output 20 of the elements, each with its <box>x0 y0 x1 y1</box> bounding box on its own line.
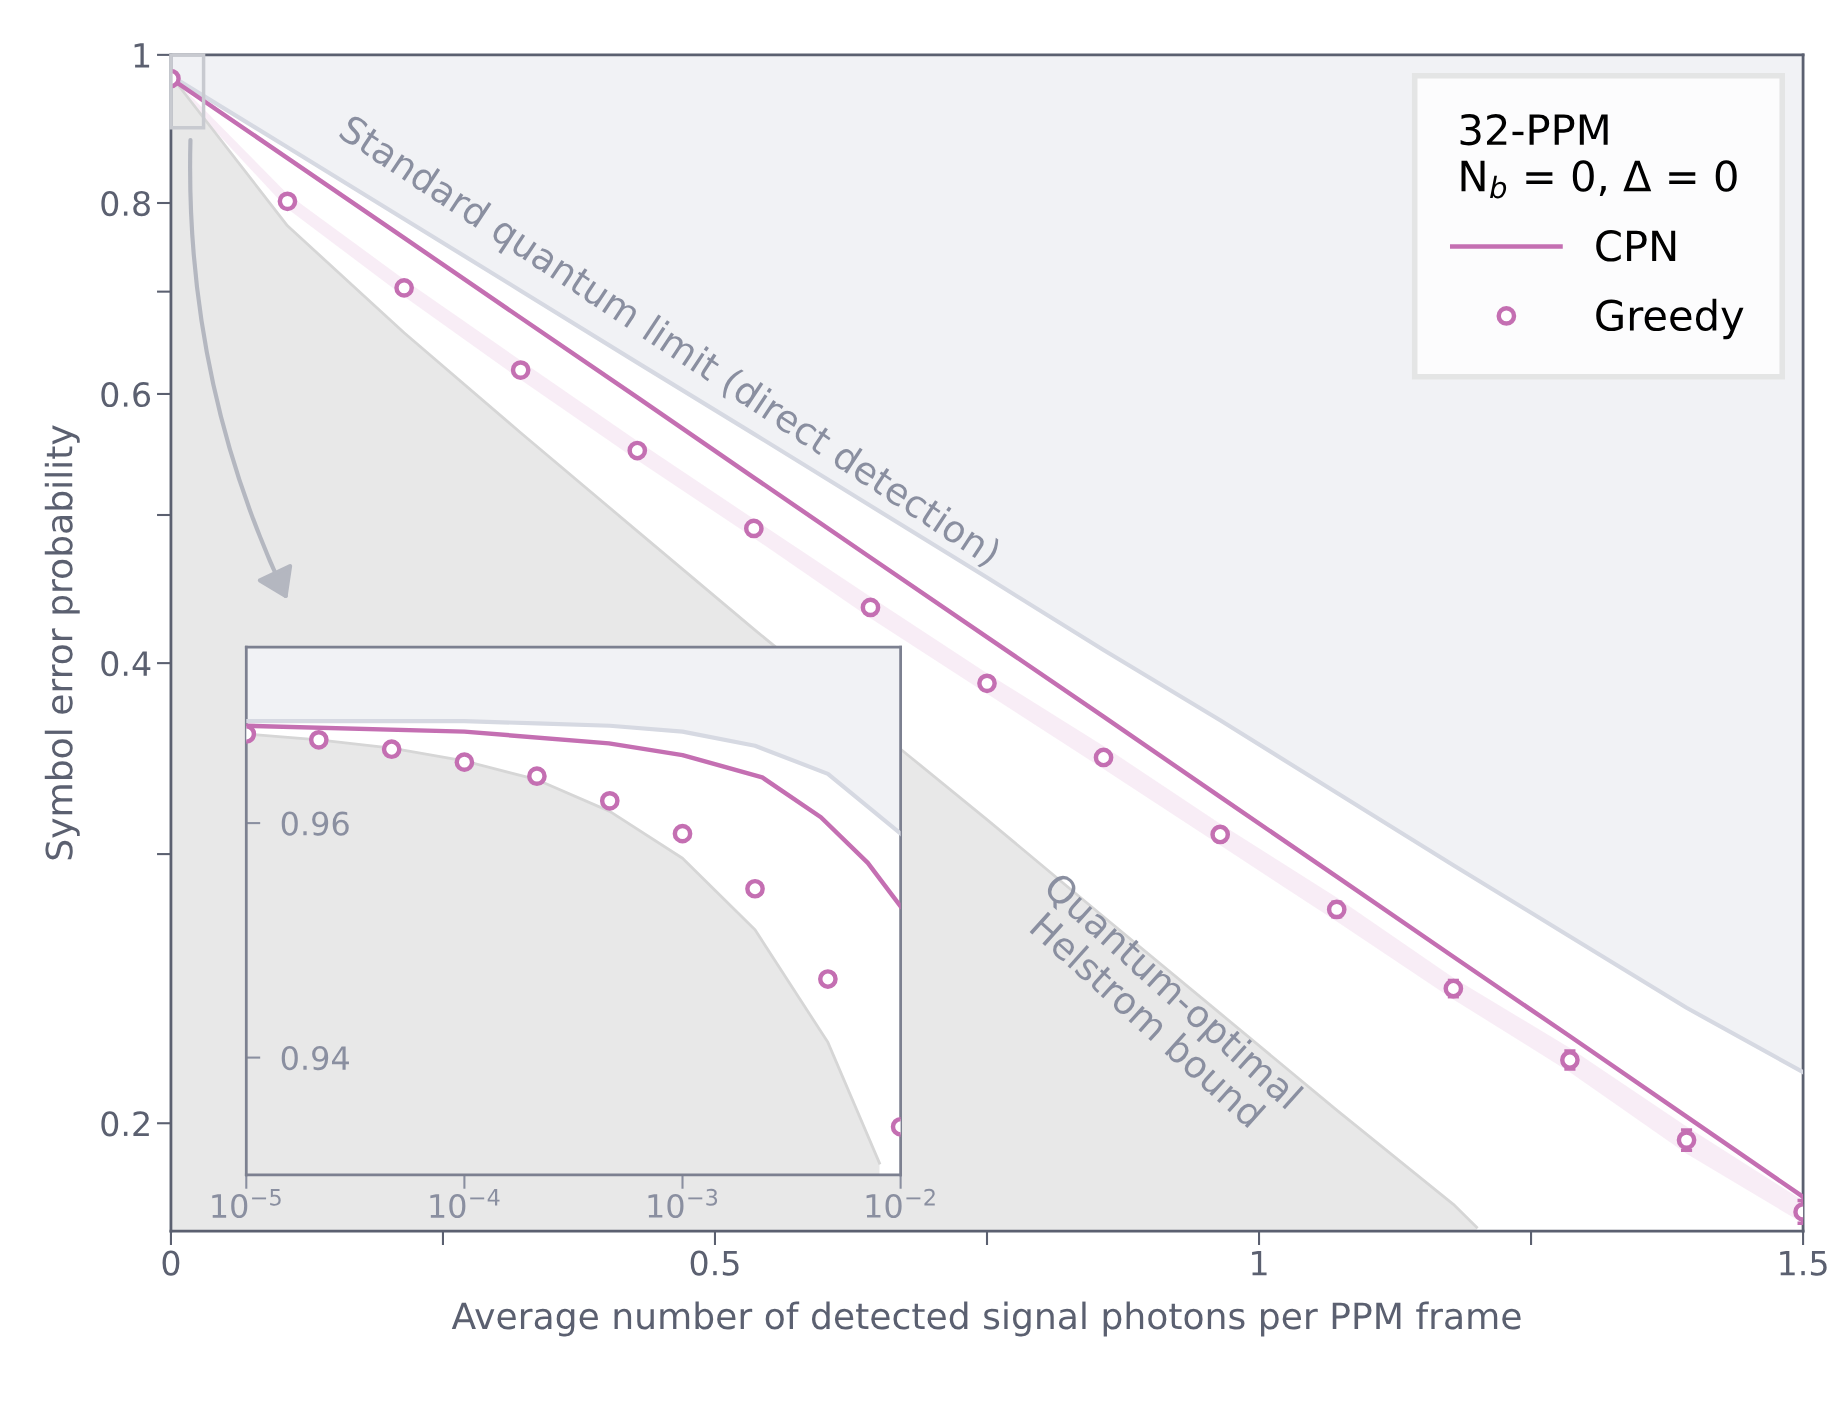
x-tick-label: 1 <box>1252 1250 1267 1276</box>
y-axis-title: Symbol error probability <box>44 425 80 860</box>
legend-label: Greedy <box>1596 298 1744 340</box>
y-tick-label: 0.4 <box>101 651 151 677</box>
y-tick-label: 0.6 <box>101 381 151 408</box>
y-tick-label: 0.94 <box>281 1046 349 1071</box>
legend-label: CPN <box>1596 230 1676 262</box>
x-tick-label: 0.5 <box>690 1250 739 1276</box>
y-tick-label: 0.2 <box>101 1111 149 1137</box>
y-tick-label: 0.8 <box>101 190 150 217</box>
x-tick-label: 10$^{−3}$ <box>648 1188 718 1219</box>
x-tick-label: 10$^{−2}$ <box>866 1188 935 1219</box>
x-tick-label: 1.5 <box>1780 1250 1827 1276</box>
x-tick-label: 0 <box>162 1250 180 1276</box>
x-tick-label: 10$^{−5}$ <box>212 1189 281 1219</box>
y-tick-label: 0.96 <box>281 811 349 836</box>
x-axis-title: Average number of detected signal photons per PPM frame <box>451 1301 1521 1337</box>
y-tick-label: 1 <box>134 43 150 68</box>
legend-title: 32-PPM N$_{b}$ = 0, Δ = 0 <box>1460 113 1737 199</box>
x-tick-label: 10$^{−4}$ <box>430 1189 500 1219</box>
